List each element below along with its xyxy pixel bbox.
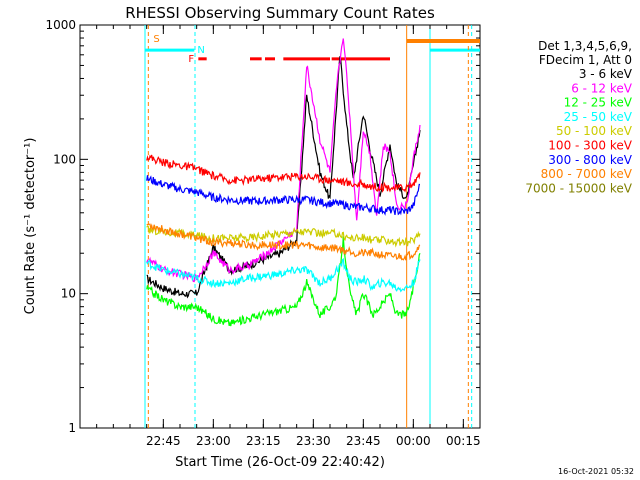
legend-entry: 12 - 25 keV [564, 96, 633, 110]
x-tick-label: 23:30 [296, 434, 331, 448]
legend-entry: 300 - 800 keV [548, 153, 632, 167]
legend-entry: 25 - 50 keV [564, 110, 633, 124]
legend: Det 1,3,4,5,6,9, FDecim 1, Att 0 3 - 6 k… [525, 39, 632, 195]
annotation-overlays: S NF [144, 25, 480, 428]
x-tick-label: 00:00 [396, 434, 431, 448]
chart-title: RHESSI Observing Summary Count Rates [125, 4, 435, 22]
flag-label: S [153, 34, 159, 45]
series-line [146, 38, 421, 283]
x-axis-label: Start Time (26-Oct-09 22:40:42) [175, 455, 385, 470]
timestamp-stamp: 16-Oct-2021 05:32 [558, 467, 634, 476]
x-tick-label: 23:15 [246, 434, 281, 448]
x-tick-label: 22:45 [146, 434, 181, 448]
series-line [146, 154, 421, 193]
series-line [146, 257, 421, 293]
flag-label: F [188, 54, 194, 65]
series-layer [146, 38, 421, 327]
legend-header-line2: FDecim 1, Att 0 [539, 53, 632, 67]
y-tick-label: 100 [53, 152, 76, 166]
y-tick-label: 10 [61, 287, 76, 301]
legend-header-line1: Det 1,3,4,5,6,9, [538, 39, 632, 53]
legend-entry: 50 - 100 keV [556, 124, 633, 138]
flag-label: N [197, 45, 204, 56]
y-tick-label: 1000 [45, 18, 76, 32]
series-line [146, 175, 420, 216]
y-tick-label: 1 [68, 421, 76, 435]
legend-entry: 800 - 7000 keV [541, 167, 633, 181]
legend-entry: 100 - 300 keV [548, 139, 632, 153]
x-tick-label: 23:45 [346, 434, 381, 448]
series-line [146, 223, 421, 261]
plot-frame [79, 24, 481, 429]
series-line [146, 56, 421, 299]
legend-entry: 6 - 12 keV [571, 81, 633, 95]
y-axis: 1 10 100 1000 [45, 18, 480, 435]
legend-entry: 3 - 6 keV [579, 67, 633, 81]
x-tick-label: 00:15 [446, 434, 481, 448]
legend-entry: 7000 - 15000 keV [525, 181, 632, 195]
x-axis: 22:45 23:00 23:15 23:30 23:45 00:00 00:15 [79, 25, 481, 448]
series-line [146, 236, 421, 327]
y-axis-label: Count Rate (s⁻¹ detector⁻¹) [23, 138, 38, 315]
x-tick-label: 23:00 [196, 434, 231, 448]
